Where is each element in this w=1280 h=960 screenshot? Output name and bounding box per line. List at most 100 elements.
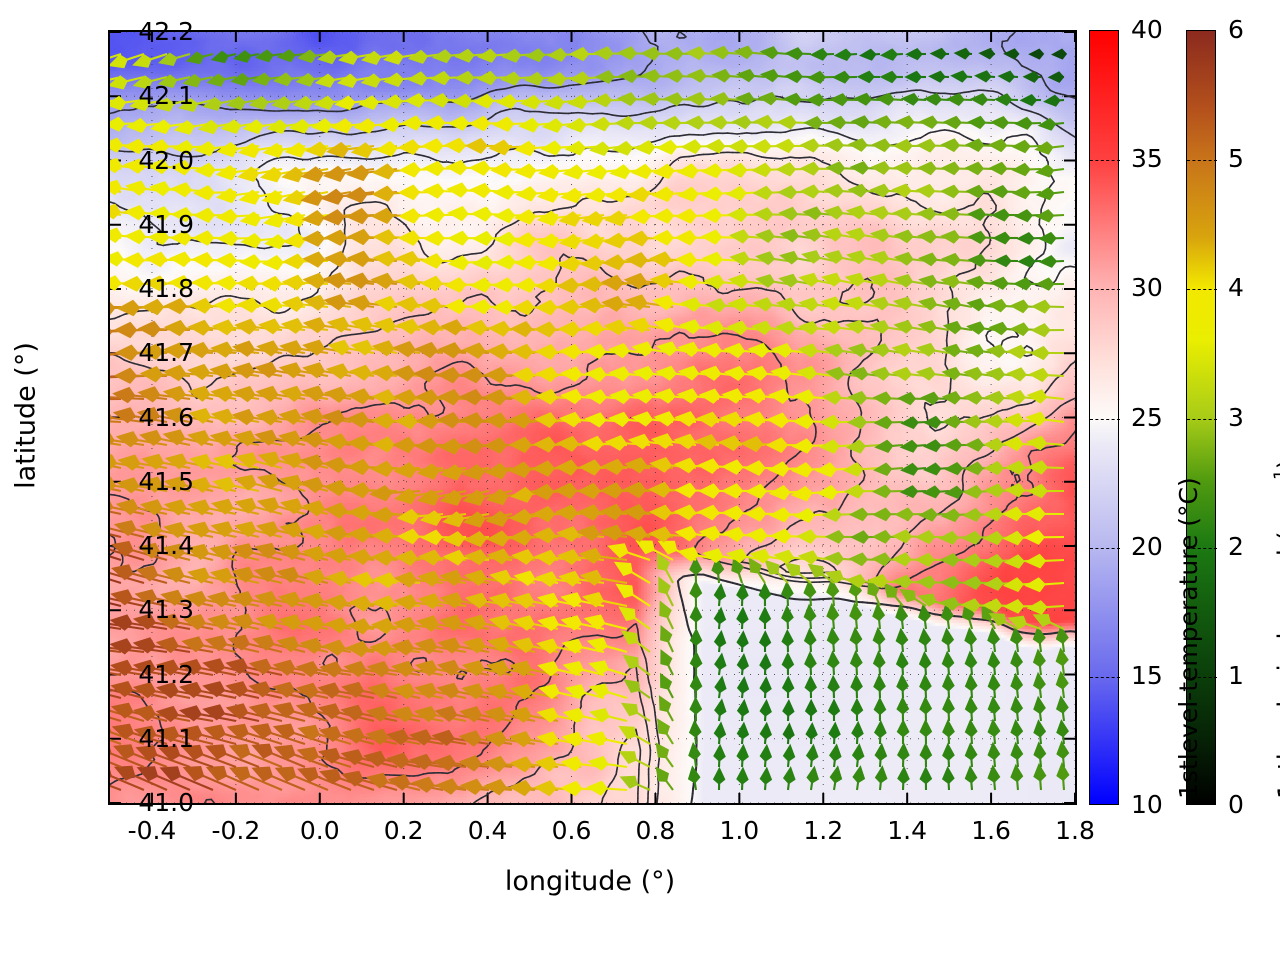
wind-arrow: [1056, 762, 1070, 791]
wind-arrow: [1035, 187, 1065, 201]
wind-arrow: [110, 649, 122, 654]
wind-arrow: [1023, 529, 1065, 545]
wind-arrow: [578, 547, 628, 564]
x-tick-label: 0.4: [467, 816, 508, 845]
wind-arrow: [942, 719, 955, 745]
wind-arrow: [804, 651, 817, 676]
wind-arrow: [829, 743, 842, 768]
wind-arrow: [731, 556, 744, 584]
wind-arrow: [736, 582, 749, 607]
wind-arrow: [990, 116, 1019, 130]
wind-arrow: [755, 274, 789, 288]
wind-arrow: [759, 721, 772, 745]
colorbar-tick: [1090, 547, 1120, 549]
wind-arrow: [895, 603, 908, 630]
wind-arrow: [784, 70, 812, 84]
wind-arrow: [987, 673, 1001, 699]
wind-arrow: [341, 770, 398, 792]
wind-arrow: [729, 251, 766, 266]
wind-arrow: [110, 784, 122, 791]
wind-arrow: [589, 708, 628, 723]
wind-arrow: [462, 637, 513, 654]
wind-arrow: [923, 92, 950, 106]
wind-arrow: [803, 603, 817, 630]
wind-arrow: [833, 48, 858, 61]
wind-arrow: [759, 676, 772, 699]
wind-arrow: [892, 296, 927, 311]
wind-arrow: [919, 766, 933, 791]
wind-arrow: [1033, 695, 1046, 722]
wind-arrow: [1010, 626, 1023, 653]
wind-arrow: [850, 697, 864, 721]
wind-arrow: [856, 70, 881, 84]
wind-arrow: [918, 627, 932, 653]
wind-arrow: [187, 499, 237, 516]
x-tick-label: 1.2: [803, 816, 844, 845]
wind-arrow: [896, 673, 909, 699]
wind-arrow: [736, 743, 749, 768]
wind-arrow: [658, 576, 674, 607]
wind-arrow: [964, 627, 977, 653]
wind-arrow: [827, 698, 841, 721]
wind-arrow: [1010, 719, 1024, 745]
wind-arrow: [748, 557, 766, 584]
colorbar-tick-label: 2: [1228, 531, 1244, 561]
wind-arrow: [588, 683, 628, 700]
wind-arrow: [110, 716, 122, 723]
wind-arrow: [619, 775, 651, 791]
wind-arrow: [964, 765, 978, 791]
wind-arrow: [274, 766, 329, 791]
wind-arrow: [714, 652, 727, 676]
wind-arrow: [755, 251, 789, 266]
wind-arrow: [928, 70, 950, 83]
wind-arrow: [805, 93, 834, 107]
wind-arrow: [1047, 71, 1065, 83]
wind-arrow: [1025, 411, 1065, 427]
wind-arrow: [1025, 553, 1065, 569]
wind-arrow: [1056, 719, 1069, 745]
wind-arrow: [872, 626, 886, 653]
wind-arrow: [758, 606, 772, 629]
wind-arrow: [1056, 740, 1070, 768]
wind-arrow: [687, 765, 701, 791]
wind-arrow: [781, 580, 794, 607]
wind-arrow: [759, 652, 772, 676]
wind-arrow: [1055, 670, 1069, 699]
y-tick-label: 42.0: [138, 145, 194, 175]
colorbar-tick-label: 30: [1131, 273, 1163, 303]
wind-arrow: [251, 766, 306, 791]
wind-arrow: [891, 342, 927, 357]
wind-arrow: [781, 628, 794, 653]
wind-arrow: [899, 439, 927, 453]
wind-arrow: [132, 75, 168, 90]
wind-arrow: [783, 766, 796, 791]
wind-arrow: [1033, 671, 1046, 699]
x-tick-label: 1.0: [719, 816, 760, 845]
wind-arrow: [110, 75, 145, 90]
wind-arrow: [1032, 648, 1046, 676]
wind-arrow: [801, 250, 835, 264]
wind-arrow: [869, 296, 904, 311]
wind-arrow: [657, 718, 674, 745]
wind-arrow: [942, 696, 955, 722]
wind-arrow: [804, 698, 818, 722]
wind-arrow: [586, 780, 628, 796]
wind-arrow: [1028, 367, 1065, 383]
wind-arrow: [618, 751, 651, 768]
wind-arrow: [950, 70, 973, 83]
wind-arrow: [1030, 323, 1065, 338]
wind-arrow: [113, 765, 168, 791]
wind-arrow: [162, 407, 214, 424]
wind-arrow: [946, 93, 973, 106]
wind-arrow: [564, 684, 605, 700]
wind-arrow: [1027, 460, 1065, 475]
wind-arrow: [206, 73, 237, 87]
wind-arrow: [849, 602, 863, 630]
wind-arrow: [1011, 139, 1042, 154]
colorbar-tick-label: 0: [1228, 790, 1244, 819]
wind-arrow: [826, 578, 840, 607]
colorbar-tick: [1090, 418, 1120, 420]
wind-arrow: [1055, 647, 1069, 676]
wind-arrow: [1019, 94, 1042, 107]
wind-arrow: [852, 765, 866, 791]
